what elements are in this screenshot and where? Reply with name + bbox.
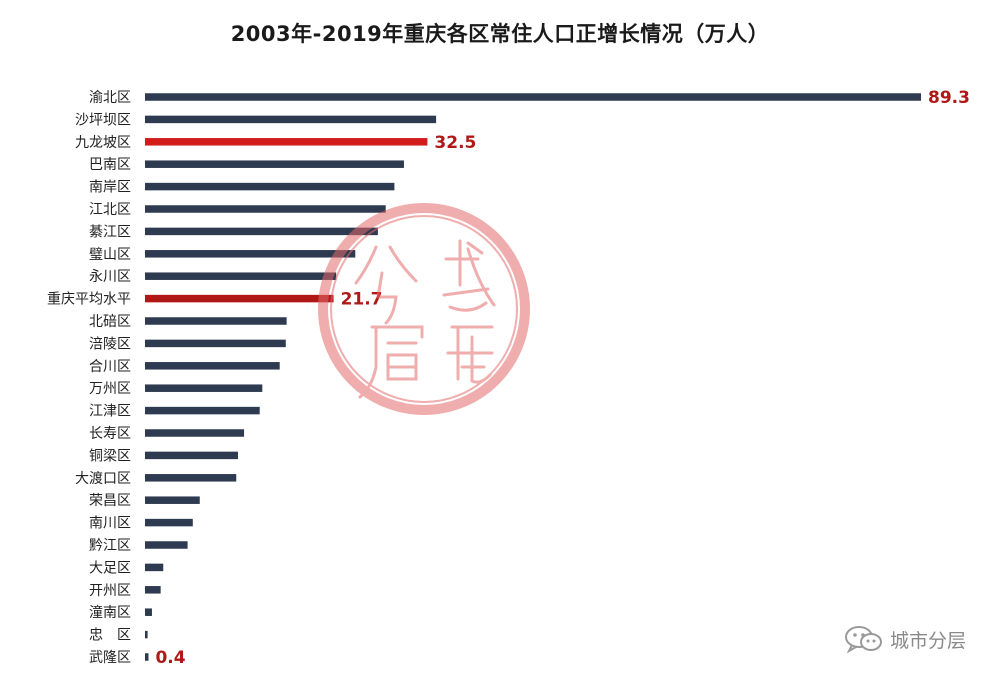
category-label: 九龙坡区 bbox=[75, 135, 131, 151]
bar bbox=[145, 630, 148, 639]
wechat-icon bbox=[844, 626, 882, 653]
category-label: 开州区 bbox=[89, 583, 131, 599]
category-label: 北碚区 bbox=[89, 314, 131, 330]
bar bbox=[145, 160, 404, 168]
category-label: 黔江区 bbox=[89, 538, 131, 554]
bar bbox=[145, 541, 188, 549]
bar bbox=[145, 138, 428, 146]
bar bbox=[145, 518, 193, 527]
bar bbox=[145, 653, 149, 661]
category-label: 巴南区 bbox=[89, 157, 131, 173]
category-label: 江北区 bbox=[89, 202, 131, 218]
category-label: 荣昌区 bbox=[89, 493, 131, 509]
bar bbox=[145, 474, 237, 482]
category-label: 万州区 bbox=[89, 381, 131, 397]
bar bbox=[145, 115, 437, 124]
category-label: 铜梁区 bbox=[89, 448, 131, 464]
category-label: 綦江区 bbox=[89, 224, 131, 240]
bar bbox=[145, 272, 337, 280]
bar bbox=[145, 317, 287, 325]
category-label: 武隆区 bbox=[89, 650, 131, 666]
category-label: 渝北区 bbox=[89, 90, 131, 106]
data-label: 32.5 bbox=[434, 133, 476, 153]
category-label: 南川区 bbox=[89, 516, 131, 532]
watermark-text: 城市分层 bbox=[889, 629, 966, 652]
bar bbox=[145, 384, 263, 392]
data-label: 21.7 bbox=[341, 290, 383, 310]
bars bbox=[145, 93, 921, 661]
category-label: 潼南区 bbox=[89, 604, 131, 621]
category-label: 忠 区 bbox=[89, 628, 131, 644]
bar bbox=[145, 205, 386, 213]
category-labels: 渝北区沙坪坝区九龙坡区巴南区南岸区江北区綦江区璧山区永川区重庆平均水平北碚区涪陵… bbox=[47, 90, 131, 666]
bar bbox=[145, 406, 260, 415]
category-label: 南岸区 bbox=[89, 180, 131, 196]
seal-stamp bbox=[318, 203, 530, 415]
bar bbox=[145, 496, 200, 504]
bar bbox=[145, 93, 921, 101]
category-label: 重庆平均水平 bbox=[47, 292, 131, 308]
category-label: 涪陵区 bbox=[89, 336, 131, 352]
category-label: 大渡口区 bbox=[75, 471, 131, 487]
data-label: 0.4 bbox=[155, 648, 185, 668]
bar bbox=[145, 294, 334, 303]
category-label: 永川区 bbox=[89, 269, 131, 285]
bar bbox=[145, 182, 395, 191]
chart-title: 2003年-2019年重庆各区常住人口正增长情况（万人） bbox=[230, 22, 770, 46]
category-label: 江津区 bbox=[89, 404, 131, 420]
category-label: 璧山区 bbox=[89, 246, 131, 263]
category-label: 大足区 bbox=[89, 560, 131, 576]
bar bbox=[145, 451, 238, 460]
category-label: 长寿区 bbox=[89, 425, 131, 442]
category-label: 合川区 bbox=[89, 359, 131, 375]
watermark: 城市分层 bbox=[844, 624, 966, 654]
bar bbox=[145, 227, 378, 236]
bar bbox=[145, 362, 280, 370]
value-labels: 89.3 32.5 21.7 0.4 bbox=[155, 88, 969, 668]
bar bbox=[145, 250, 356, 258]
bar bbox=[145, 429, 245, 437]
bar bbox=[145, 586, 161, 594]
bar bbox=[145, 563, 164, 572]
category-label: 沙坪坝区 bbox=[75, 112, 131, 128]
data-label: 89.3 bbox=[928, 88, 970, 108]
bar bbox=[145, 339, 286, 348]
bar bbox=[145, 608, 152, 616]
